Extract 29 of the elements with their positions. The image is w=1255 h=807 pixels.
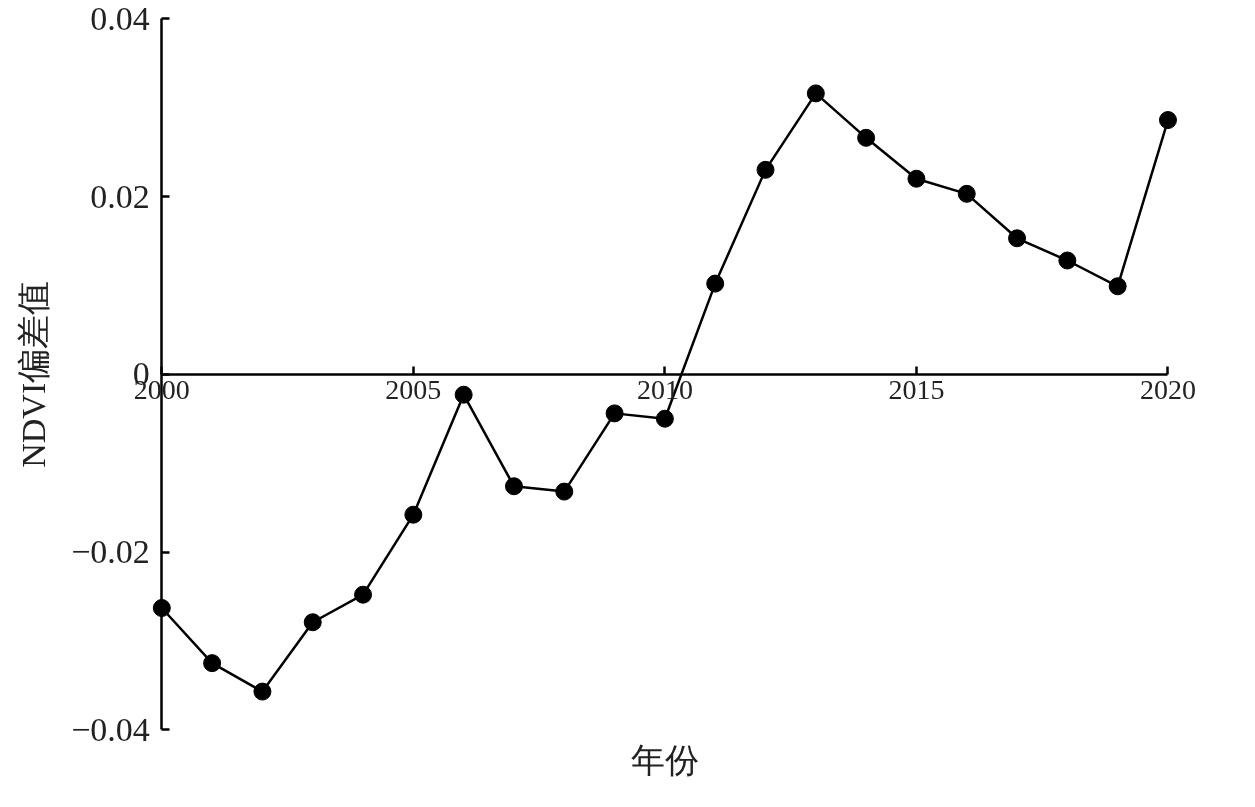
y-tick-label: 0.02: [90, 177, 150, 215]
point: [806, 84, 825, 103]
y-tick-label: −0.04: [71, 710, 150, 748]
point: [303, 613, 322, 632]
point: [907, 169, 926, 188]
point: [756, 160, 775, 179]
point: [605, 404, 624, 423]
point: [1108, 277, 1127, 296]
y-tick-label: 0.04: [90, 0, 150, 37]
point: [454, 385, 473, 404]
x-tick-label: 2020: [1139, 374, 1196, 406]
point: [957, 184, 976, 203]
point: [1158, 111, 1177, 130]
point: [1058, 251, 1077, 270]
point: [253, 682, 272, 701]
point: [404, 505, 423, 524]
point: [354, 585, 373, 604]
y-axis-title: NDVI偏差值: [15, 280, 53, 468]
x-tick-label: 2005: [385, 374, 442, 406]
point: [203, 654, 222, 673]
point: [655, 409, 674, 428]
point: [857, 128, 876, 147]
y-tick-label: −0.02: [71, 533, 150, 571]
point: [1008, 229, 1027, 248]
point: [706, 274, 725, 293]
x-axis-title: 年份: [630, 741, 699, 779]
point: [555, 482, 574, 501]
x-tick-label: 2015: [888, 374, 945, 406]
point: [504, 477, 523, 496]
